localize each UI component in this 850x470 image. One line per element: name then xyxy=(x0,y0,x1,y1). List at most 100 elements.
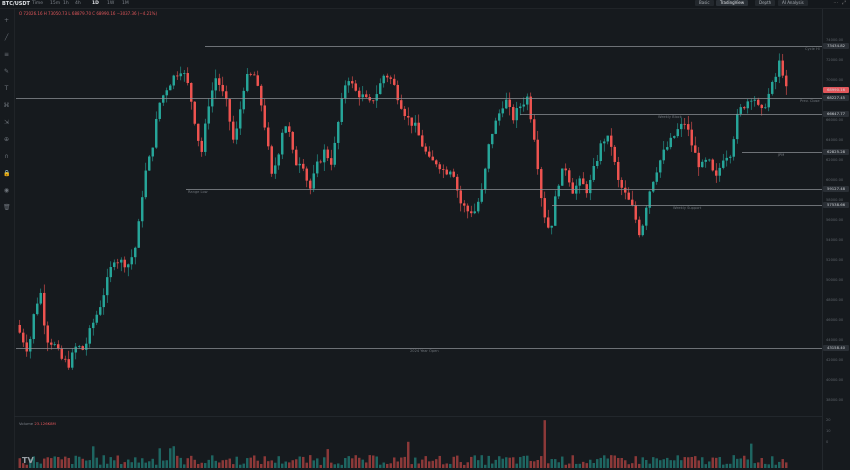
window-controls[interactable]: ⋯ ⤢ xyxy=(833,0,847,6)
candle-body xyxy=(85,343,88,350)
fib-icon[interactable]: ≡ xyxy=(3,51,10,58)
volume-bar xyxy=(312,460,315,468)
price-tick-label: 40000.00 xyxy=(826,378,844,382)
volume-bar xyxy=(606,458,609,468)
volume-bar xyxy=(680,460,683,468)
volume-bar xyxy=(232,464,235,468)
candle-body xyxy=(148,156,151,171)
candle-body xyxy=(221,84,224,92)
pattern-icon[interactable]: ⌘ xyxy=(3,102,10,109)
volume-bar xyxy=(533,461,536,468)
volume-bar xyxy=(697,460,700,468)
level-line[interactable] xyxy=(552,204,822,206)
candle-body xyxy=(620,179,623,188)
volume-bar xyxy=(687,457,690,468)
volume-bar xyxy=(585,463,588,468)
tradingview-view-button[interactable]: TradingView xyxy=(716,0,749,6)
timeframe-item-active[interactable]: 1D xyxy=(92,1,99,6)
candle-body xyxy=(186,73,189,84)
timeframe-item[interactable]: 1M xyxy=(122,1,129,6)
volume-bar xyxy=(60,459,63,468)
candle-body xyxy=(134,247,137,258)
timeframe-item[interactable]: 4h xyxy=(75,1,81,6)
measure-icon[interactable]: ⇲ xyxy=(3,119,10,126)
timeframe-item[interactable]: 1h xyxy=(63,1,69,6)
timeframe-item[interactable]: Time xyxy=(32,1,44,6)
volume-bar xyxy=(617,457,620,468)
volume-bar xyxy=(578,463,581,468)
candle-body xyxy=(25,342,28,352)
volume-bar xyxy=(484,464,487,468)
volume-bar xyxy=(372,455,375,468)
crosshair-icon[interactable]: + xyxy=(3,17,10,24)
volume-bar xyxy=(225,459,228,468)
level-line[interactable] xyxy=(742,151,822,153)
price-tick-label: 42000.00 xyxy=(826,358,844,362)
level-line[interactable] xyxy=(520,113,822,115)
basic-view-button[interactable]: Basic xyxy=(695,0,714,6)
volume-bar xyxy=(39,463,42,468)
candle-body xyxy=(428,151,431,157)
volume-bar xyxy=(645,460,648,468)
level-label: Weekly Block xyxy=(658,114,682,119)
candle-body xyxy=(36,303,39,315)
volume-bar xyxy=(25,464,28,468)
volume-bar xyxy=(281,463,284,468)
depth-view-button[interactable]: Depth xyxy=(755,0,776,6)
volume-bar xyxy=(88,460,91,468)
volume-bar xyxy=(351,458,354,468)
level-line[interactable] xyxy=(205,45,822,47)
candle-body xyxy=(344,85,347,99)
volume-bar xyxy=(704,464,707,468)
candle-body xyxy=(67,359,70,368)
candle-body xyxy=(445,169,448,175)
volume-bar xyxy=(347,456,350,468)
volume-bar xyxy=(123,462,126,468)
price-tick-label: 62000.00 xyxy=(826,158,844,162)
trash-icon[interactable]: 🗑 xyxy=(3,204,11,211)
volume-bar xyxy=(193,459,196,468)
magnet-icon[interactable]: ∩ xyxy=(4,153,9,160)
candle-body xyxy=(442,169,445,170)
text-icon[interactable]: T xyxy=(4,85,9,92)
level-line[interactable] xyxy=(16,348,822,350)
lock-icon[interactable]: 🔒 xyxy=(3,170,11,177)
symbol-label[interactable]: BTC/USDT xyxy=(2,1,30,7)
ai-analysis-button[interactable]: AI Analysis xyxy=(778,0,808,6)
trendline-icon[interactable]: ╱ xyxy=(4,34,9,41)
candle-body xyxy=(414,122,417,126)
volume-bar xyxy=(221,460,224,468)
level-label: Prev. Close xyxy=(800,98,820,103)
candle-body xyxy=(228,99,231,122)
candle-body xyxy=(529,96,532,120)
zoom-icon[interactable]: ⊕ xyxy=(3,136,10,143)
candle-body xyxy=(137,221,140,248)
candle-body xyxy=(424,146,427,152)
candle-body xyxy=(676,129,679,137)
candle-body xyxy=(718,167,721,176)
volume-bar xyxy=(512,457,515,468)
price-label: 59127.48 xyxy=(823,185,849,192)
volume-bar xyxy=(71,464,74,468)
volume-bar xyxy=(141,458,144,468)
volume-bar xyxy=(655,458,658,468)
timeframe-item[interactable]: 15m xyxy=(50,1,61,6)
eye-icon[interactable]: ◉ xyxy=(3,187,10,194)
volume-bar xyxy=(120,464,123,468)
volume-bar xyxy=(785,462,788,468)
price-label: 62825.28 xyxy=(823,148,849,155)
level-line[interactable] xyxy=(16,97,822,99)
volume-bar xyxy=(382,462,385,468)
volume-bar xyxy=(102,455,105,468)
volume-bar xyxy=(711,457,714,468)
candle-body xyxy=(505,99,508,109)
timeframe-item[interactable]: 1W xyxy=(107,1,115,6)
level-line[interactable] xyxy=(186,188,822,190)
volume-bar xyxy=(652,457,655,468)
volume-bar xyxy=(666,457,669,468)
candle-body xyxy=(379,83,382,95)
volume-bar xyxy=(260,463,263,468)
price-scale[interactable]: 74000.0072000.0070000.0068000.0066000.00… xyxy=(822,9,850,470)
brush-icon[interactable]: ✎ xyxy=(3,68,10,75)
